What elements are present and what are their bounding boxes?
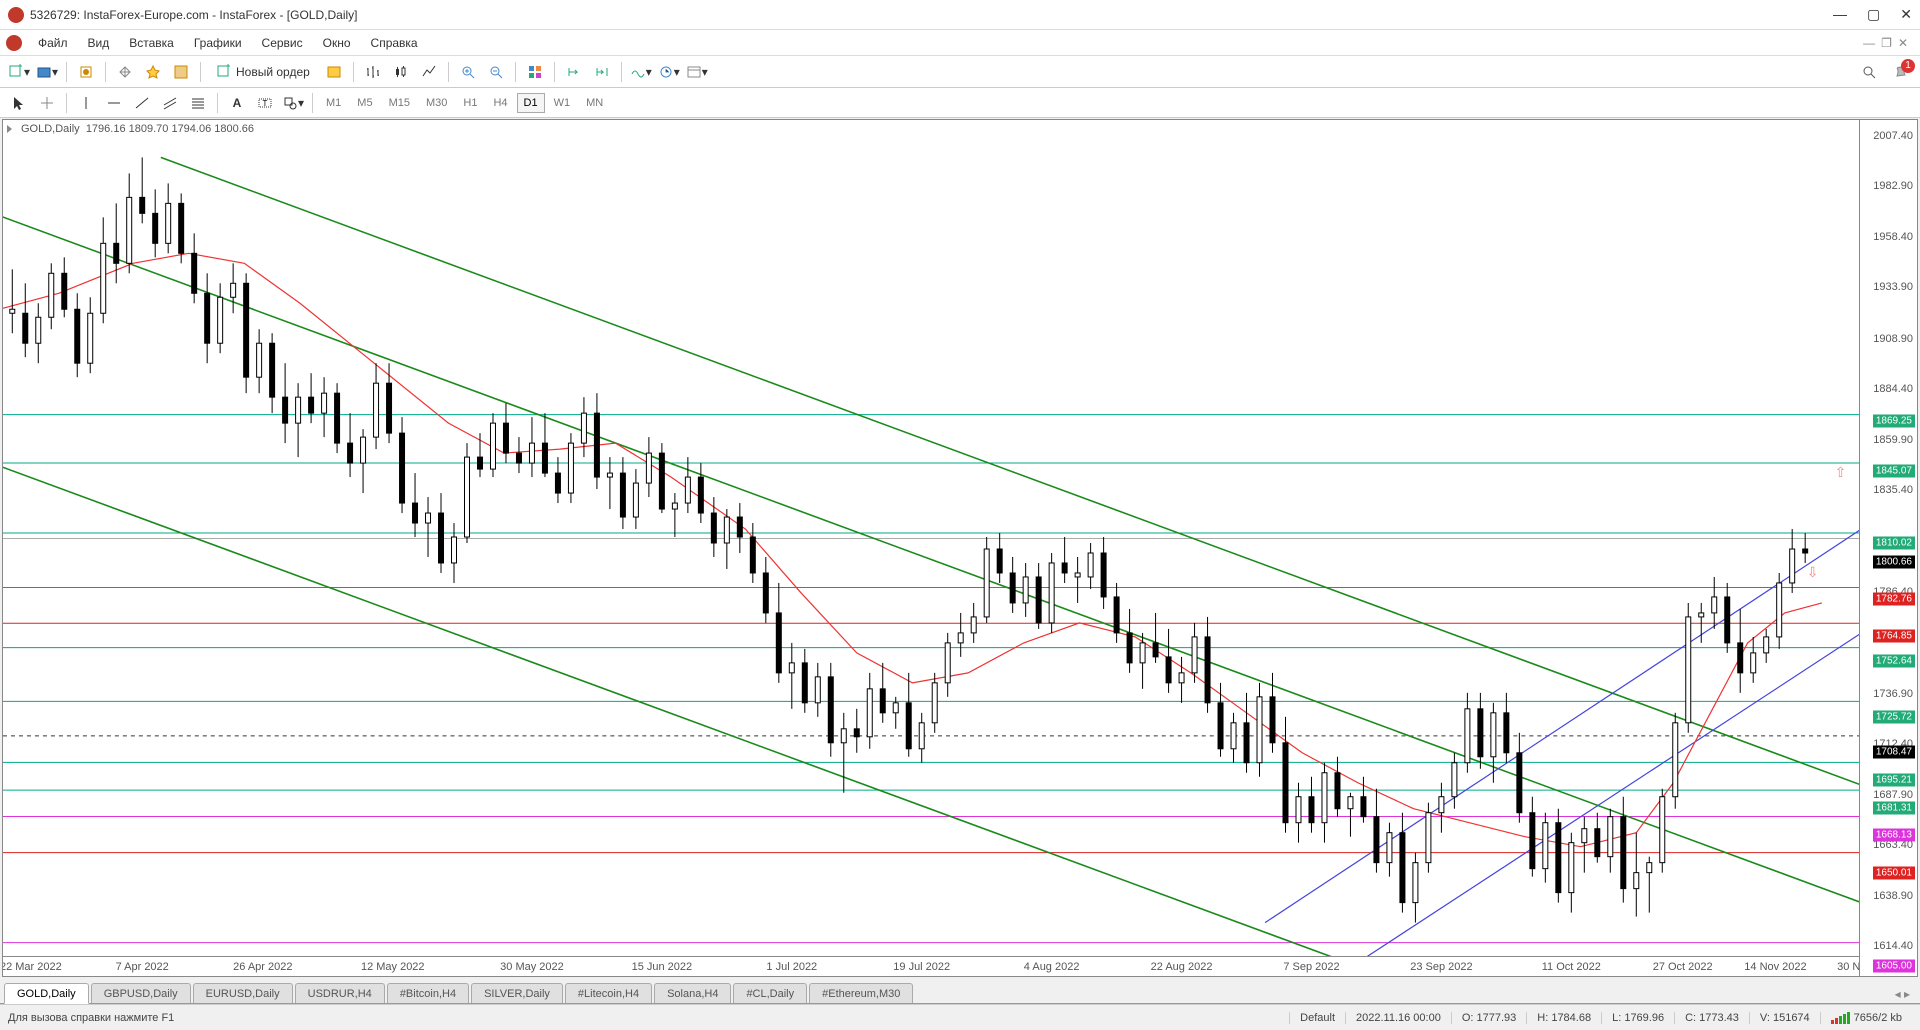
data-window-button[interactable] — [140, 60, 166, 84]
zoom-in-button[interactable] — [455, 60, 481, 84]
help-hint: Для вызова справки нажмите F1 — [8, 1012, 174, 1024]
search-button[interactable] — [1856, 60, 1882, 84]
profile-name[interactable]: Default — [1289, 1012, 1345, 1024]
chart-info-label: GOLD,Daily 1796.16 1809.70 1794.06 1800.… — [21, 123, 254, 135]
tab-#Ethereum,M30[interactable]: #Ethereum,M30 — [809, 983, 913, 1003]
new-order-button[interactable]: Новый ордер — [207, 60, 319, 84]
tab-USDRUR,H4[interactable]: USDRUR,H4 — [295, 983, 385, 1003]
menu-Справка[interactable]: Справка — [361, 33, 428, 53]
navigator-button[interactable] — [112, 60, 138, 84]
tabs-scroll-icon[interactable]: ◂ ▸ — [1889, 985, 1916, 1003]
x-axis: 22 Mar 20227 Apr 202226 Apr 202212 May 2… — [3, 956, 1859, 976]
menu-Графики[interactable]: Графики — [184, 33, 252, 53]
tab-#CL,Daily[interactable]: #CL,Daily — [733, 983, 807, 1003]
auto-scroll-button[interactable] — [561, 60, 587, 84]
tab-Solana,H4[interactable]: Solana,H4 — [654, 983, 731, 1003]
chart-line-button[interactable] — [416, 60, 442, 84]
menu-Вид[interactable]: Вид — [78, 33, 120, 53]
timeframe-M1[interactable]: M1 — [319, 93, 348, 113]
timeframe-M30[interactable]: M30 — [419, 93, 454, 113]
window-title: 5326729: InstaForex-Europe.com - InstaFo… — [30, 8, 357, 22]
status-high: H: 1784.68 — [1526, 1012, 1601, 1024]
close-icon[interactable]: ✕ — [1900, 6, 1912, 23]
vertical-line-button[interactable] — [73, 91, 99, 115]
chart-area[interactable]: GOLD,Daily 1796.16 1809.70 1794.06 1800.… — [3, 120, 1859, 976]
timeframe-MN[interactable]: MN — [579, 93, 610, 113]
periodicity-button[interactable]: ▾ — [656, 60, 682, 84]
chart-canvas: ⇧⇩ — [3, 120, 1859, 976]
tab-SILVER,Daily[interactable]: SILVER,Daily — [471, 983, 563, 1003]
profiles-button[interactable]: ▾ — [34, 60, 60, 84]
timeframe-M15[interactable]: M15 — [382, 93, 417, 113]
statusbar: Для вызова справки нажмите F1 Default 20… — [0, 1004, 1920, 1030]
timeframe-D1[interactable]: D1 — [517, 93, 545, 113]
text-label-button[interactable]: T — [252, 91, 278, 115]
main-toolbar: ▾ ▾ Новый ордер ▾ ▾ ▾ 1 — [0, 56, 1920, 88]
chart-bars-button[interactable] — [360, 60, 386, 84]
new-chart-button[interactable]: ▾ — [6, 60, 32, 84]
menu-logo-icon — [6, 35, 22, 51]
metaquotes-button[interactable] — [321, 60, 347, 84]
shapes-button[interactable]: ▾ — [280, 91, 306, 115]
trendline-button[interactable] — [129, 91, 155, 115]
tile-windows-button[interactable] — [522, 60, 548, 84]
menu-Окно[interactable]: Окно — [313, 33, 361, 53]
timeframe-H4[interactable]: H4 — [486, 93, 514, 113]
chart-tabs: GOLD,DailyGBPUSD,DailyEURUSD,DailyUSDRUR… — [0, 978, 1920, 1004]
notifications-button[interactable]: 1 — [1888, 60, 1914, 84]
tab-EURUSD,Daily[interactable]: EURUSD,Daily — [193, 983, 293, 1003]
svg-text:⇧: ⇧ — [1835, 464, 1847, 480]
tab-GOLD,Daily[interactable]: GOLD,Daily — [4, 983, 89, 1004]
status-datetime: 2022.11.16 00:00 — [1345, 1012, 1451, 1024]
maximize-icon[interactable]: ▢ — [1867, 6, 1880, 23]
market-watch-button[interactable] — [73, 60, 99, 84]
menubar: ФайлВидВставкаГрафикиСервисОкноСправка —… — [0, 30, 1920, 56]
indicators-button[interactable]: ▾ — [628, 60, 654, 84]
crosshair-button[interactable] — [34, 91, 60, 115]
zoom-out-button[interactable] — [483, 60, 509, 84]
tab-#Bitcoin,H4[interactable]: #Bitcoin,H4 — [387, 983, 469, 1003]
drawing-toolbar: A T ▾ M1M5M15M30H1H4D1W1MN — [0, 88, 1920, 118]
status-close: C: 1773.43 — [1674, 1012, 1749, 1024]
app-logo-icon — [8, 7, 24, 23]
status-volume: V: 151674 — [1749, 1012, 1820, 1024]
connection-status[interactable]: 7656/2 kb — [1820, 1012, 1912, 1024]
cursor-button[interactable] — [6, 91, 32, 115]
mdi-restore-icon[interactable]: ❐ — [1881, 36, 1892, 50]
timeframe-H1[interactable]: H1 — [456, 93, 484, 113]
horizontal-line-button[interactable] — [101, 91, 127, 115]
timeframe-W1[interactable]: W1 — [547, 93, 578, 113]
fibo-button[interactable] — [185, 91, 211, 115]
channel-button[interactable] — [157, 91, 183, 115]
status-low: L: 1769.96 — [1601, 1012, 1674, 1024]
menu-Вставка[interactable]: Вставка — [119, 33, 184, 53]
mdi-close-icon[interactable]: ✕ — [1898, 36, 1908, 50]
text-button[interactable]: A — [224, 91, 250, 115]
chart-candles-button[interactable] — [388, 60, 414, 84]
menu-Сервис[interactable]: Сервис — [252, 33, 313, 53]
minimize-icon[interactable]: — — [1833, 6, 1847, 23]
status-open: O: 1777.93 — [1451, 1012, 1526, 1024]
mdi-minimize-icon[interactable]: — — [1863, 36, 1875, 50]
chart-shift-button[interactable] — [589, 60, 615, 84]
svg-text:T: T — [263, 99, 268, 108]
menu-Файл[interactable]: Файл — [28, 33, 78, 53]
svg-text:⇩: ⇩ — [1807, 564, 1819, 580]
strategy-tester-button[interactable] — [168, 60, 194, 84]
tab-#Litecoin,H4[interactable]: #Litecoin,H4 — [565, 983, 652, 1003]
y-axis: 2007.401982.901958.401933.901908.901884.… — [1859, 120, 1917, 976]
titlebar: 5326729: InstaForex-Europe.com - InstaFo… — [0, 0, 1920, 30]
chart-window: GOLD,Daily 1796.16 1809.70 1794.06 1800.… — [2, 119, 1918, 977]
timeframe-M5[interactable]: M5 — [350, 93, 379, 113]
tab-GBPUSD,Daily[interactable]: GBPUSD,Daily — [91, 983, 191, 1003]
templates-button[interactable]: ▾ — [684, 60, 710, 84]
